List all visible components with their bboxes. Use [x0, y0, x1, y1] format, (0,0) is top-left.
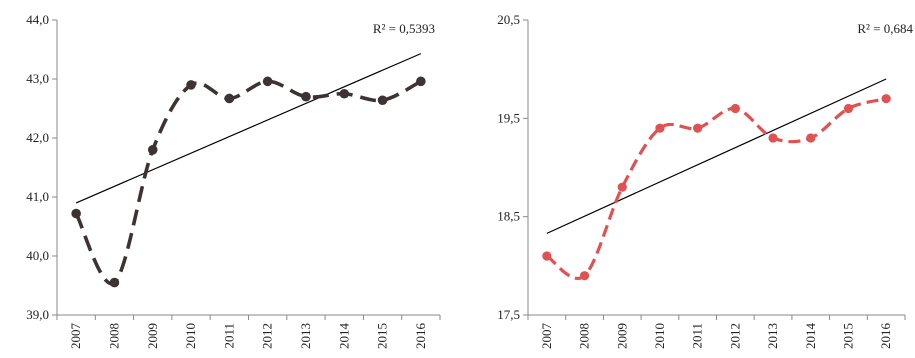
chart-1-data-point — [768, 133, 778, 143]
chart-1-data-point — [843, 103, 854, 114]
chart-1-series-line — [545, 97, 887, 280]
chart-0-r-squared-label: R² = 0,5393 — [373, 21, 435, 36]
chart-0-data-point — [71, 208, 81, 219]
chart-1-data-point — [579, 271, 590, 281]
chart-1-x-tick-label: 2009 — [614, 323, 629, 349]
chart-1-y-tick-label: 19,5 — [497, 110, 520, 125]
chart-1-x-tick-label: 2007 — [539, 323, 554, 350]
chart-0-x-tick-label: 2015 — [375, 323, 390, 349]
chart-1-y-tick-label: 20,5 — [497, 12, 520, 27]
chart-0-y-tick-label: 42,0 — [26, 130, 49, 145]
chart-1-x-tick-label: 2013 — [765, 323, 780, 349]
chart-1-x-tick-label: 2010 — [652, 323, 667, 349]
chart-1-y-tick-label: 18,5 — [497, 209, 520, 224]
chart-0-data-point — [262, 76, 273, 87]
chart-1-x-tick-label: 2014 — [803, 323, 818, 350]
chart-1-x-tick-label: 2011 — [690, 323, 705, 349]
chart-1-x-tick-label: 2016 — [878, 323, 893, 350]
chart-left: 44,0 43,0 42,0 41,0 40,0 39,0 2007 2008 2009 2010… — [26, 12, 441, 350]
chart-1-data-point — [542, 251, 552, 261]
chart-0-x-tick-label: 2013 — [298, 323, 313, 349]
chart-0-x-tick-label: 2007 — [68, 323, 83, 350]
chart-0-y-tick-label: 41,0 — [26, 189, 49, 204]
chart-0-data-point — [377, 95, 388, 106]
chart-0-data-point — [109, 277, 120, 288]
chart-1-data-point — [806, 133, 816, 143]
chart-0-x-tick-label: 2011 — [221, 323, 236, 349]
chart-1-r-squared-label: R² = 0,684 — [857, 21, 913, 36]
chart-1-data-point — [730, 103, 740, 114]
chart-0-x-tick-label: 2010 — [183, 323, 198, 349]
chart-0-trendline — [75, 53, 422, 204]
chart-0-y-tick-label: 39,0 — [26, 307, 49, 322]
chart-1-data-point — [693, 123, 703, 133]
chart-0-y-tick-label: 43,0 — [26, 71, 49, 86]
chart-1-data-point — [881, 94, 891, 104]
chart-1-data-point — [655, 123, 665, 133]
chart-0-data-point — [224, 93, 235, 104]
chart-1-x-tick-label: 2015 — [840, 323, 855, 349]
chart-0-data-point — [339, 88, 350, 99]
chart-1-x-tick-label: 2012 — [727, 323, 742, 349]
chart-0-x-tick-label: 2012 — [260, 323, 275, 349]
chart-0-data-point — [147, 145, 158, 155]
chart-0-data-point — [186, 80, 196, 90]
chart-0-x-tick-label: 2014 — [336, 323, 351, 350]
chart-0-series-line — [74, 79, 422, 286]
chart-right: 20,5 19,5 18,5 17,5 2007 2008 2009 2010 2011 2012… — [497, 12, 913, 350]
chart-0-data-point — [301, 91, 311, 102]
chart-1-x-tick-label: 2008 — [577, 323, 592, 349]
chart-0-x-tick-label: 2016 — [413, 323, 428, 350]
chart-0-x-tick-label: 2008 — [106, 323, 121, 349]
chart-1-data-point — [617, 182, 627, 192]
chart-1-trendline — [546, 78, 887, 234]
chart-0-data-point — [416, 76, 426, 87]
chart-0-y-tick-label: 40,0 — [26, 248, 49, 263]
chart-0-x-tick-label: 2009 — [145, 323, 160, 349]
chart-1-y-tick-label: 17,5 — [497, 307, 520, 322]
chart-0-y-tick-label: 44,0 — [26, 12, 49, 27]
